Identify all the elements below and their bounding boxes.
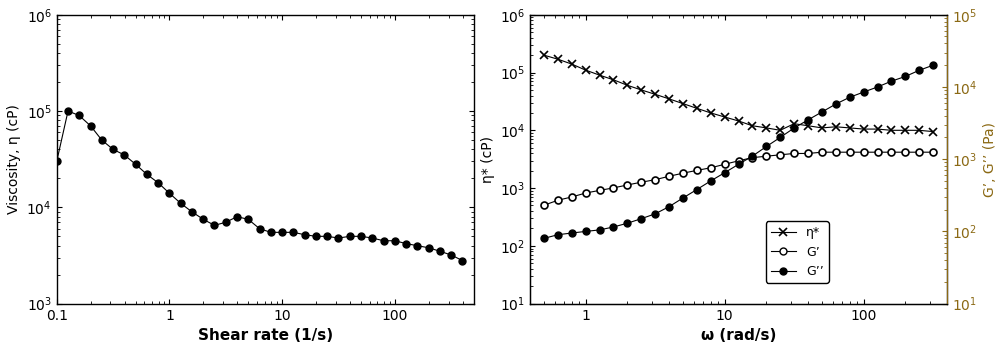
Legend: η*, G’, G’’: η*, G’, G’’ [765, 222, 827, 283]
X-axis label: Shear rate (1/s): Shear rate (1/s) [198, 328, 332, 343]
X-axis label: ω (rad/s): ω (rad/s) [700, 328, 775, 343]
Y-axis label: Viscosity, η (cP): Viscosity, η (cP) [7, 104, 21, 214]
Y-axis label: η* (cP): η* (cP) [480, 136, 494, 183]
Y-axis label: G’, G’’ (Pa): G’, G’’ (Pa) [982, 122, 996, 197]
